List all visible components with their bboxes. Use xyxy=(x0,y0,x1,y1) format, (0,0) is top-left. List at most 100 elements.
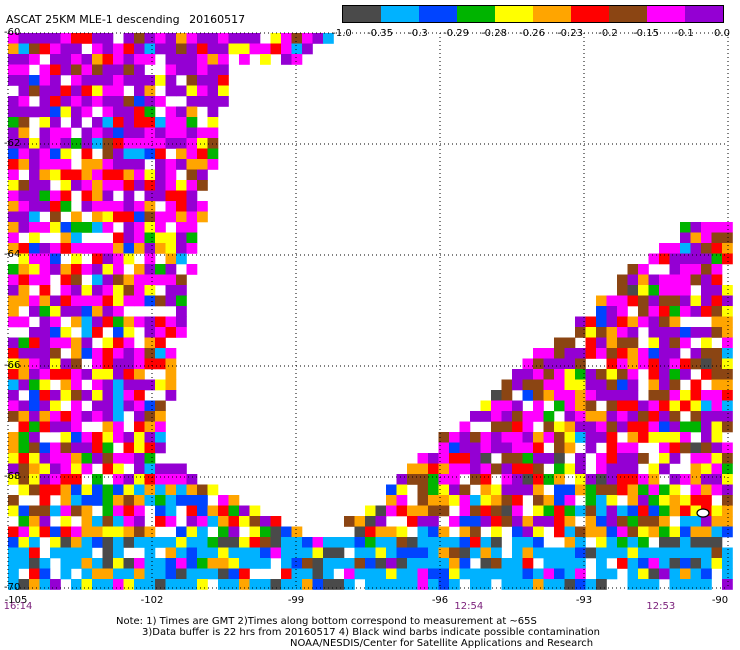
data-cell xyxy=(18,411,30,422)
data-cell xyxy=(186,495,198,506)
data-cell xyxy=(186,243,198,254)
data-cell xyxy=(396,484,408,496)
data-cell xyxy=(575,327,586,338)
data-cell xyxy=(512,411,523,422)
data-cell xyxy=(92,127,103,139)
colorbar-label: -0.15 xyxy=(633,28,659,39)
data-cell xyxy=(29,201,40,212)
data-cell xyxy=(60,495,72,506)
data-cell xyxy=(39,96,51,107)
data-cell xyxy=(480,537,492,548)
data-cell xyxy=(648,400,660,412)
data-cell xyxy=(81,295,93,307)
data-cell xyxy=(92,96,103,107)
data-cell xyxy=(648,495,660,506)
data-cell xyxy=(113,274,124,286)
data-cell xyxy=(617,453,628,464)
data-cell xyxy=(722,516,733,527)
data-cell xyxy=(323,537,334,548)
data-cell xyxy=(606,379,618,391)
data-cell xyxy=(71,474,82,485)
data-cell xyxy=(564,558,576,569)
data-cell xyxy=(60,232,72,244)
data-cell xyxy=(596,579,607,590)
data-cell xyxy=(29,159,40,170)
data-cell xyxy=(197,75,208,86)
data-cell xyxy=(554,516,565,527)
data-cell xyxy=(218,537,229,548)
data-cell xyxy=(176,274,187,286)
data-cell xyxy=(711,243,723,254)
data-cell xyxy=(543,453,555,464)
data-cell xyxy=(701,453,712,464)
data-cell xyxy=(449,474,460,485)
data-cell xyxy=(71,33,82,44)
data-cell xyxy=(207,558,219,569)
data-cell xyxy=(533,453,544,464)
data-cell xyxy=(134,96,145,107)
data-cell xyxy=(39,411,51,422)
data-cell xyxy=(134,526,145,538)
data-cell xyxy=(92,54,103,65)
data-cell xyxy=(291,537,303,548)
data-cell xyxy=(155,169,166,181)
data-cell xyxy=(711,274,723,286)
data-cell xyxy=(281,537,292,548)
data-cell xyxy=(144,148,156,160)
data-cell xyxy=(29,537,40,548)
data-cell xyxy=(722,232,733,244)
data-cell xyxy=(690,232,702,244)
data-cell xyxy=(617,369,628,380)
data-cell xyxy=(533,390,544,401)
data-cell xyxy=(648,274,660,286)
data-cell xyxy=(281,43,292,55)
data-cell xyxy=(134,295,145,307)
data-cell xyxy=(239,579,250,590)
data-cell xyxy=(29,432,40,443)
data-cell xyxy=(165,85,177,97)
data-cell xyxy=(281,526,292,538)
data-cell xyxy=(575,379,586,391)
data-cell xyxy=(218,568,229,580)
data-cell xyxy=(701,579,712,590)
data-cell xyxy=(659,526,670,538)
data-cell xyxy=(711,453,723,464)
data-cell xyxy=(701,390,712,401)
data-cell xyxy=(459,453,471,464)
data-cell xyxy=(165,505,177,517)
data-cell xyxy=(165,474,177,485)
data-cell xyxy=(50,64,61,76)
data-cell xyxy=(29,516,40,527)
data-cell xyxy=(680,243,691,254)
data-cell xyxy=(102,96,114,107)
data-cell xyxy=(690,243,702,254)
data-cell xyxy=(522,474,534,485)
data-cell xyxy=(291,33,303,44)
data-cell xyxy=(50,316,61,328)
data-cell xyxy=(18,43,30,55)
data-cell xyxy=(501,568,513,580)
data-cell xyxy=(71,232,82,244)
colorbar-segment xyxy=(685,6,723,22)
data-cell xyxy=(501,411,513,422)
lon-label: -105 xyxy=(4,595,28,606)
data-cell xyxy=(92,306,103,317)
data-cell xyxy=(638,505,649,517)
data-cell xyxy=(690,348,702,359)
data-cell xyxy=(39,274,51,286)
data-cell xyxy=(659,316,670,328)
data-cell xyxy=(186,232,198,244)
data-cell xyxy=(606,327,618,338)
lon-label: -99 xyxy=(287,595,305,606)
data-cell xyxy=(606,505,618,517)
data-cell xyxy=(680,537,691,548)
data-cell xyxy=(617,463,628,475)
data-cell xyxy=(60,274,72,286)
data-cell xyxy=(617,379,628,391)
data-cell xyxy=(60,568,72,580)
data-cell xyxy=(134,432,145,443)
data-cell xyxy=(491,421,502,433)
data-cell xyxy=(134,316,145,328)
data-cell xyxy=(606,453,618,464)
data-cell xyxy=(617,484,628,496)
